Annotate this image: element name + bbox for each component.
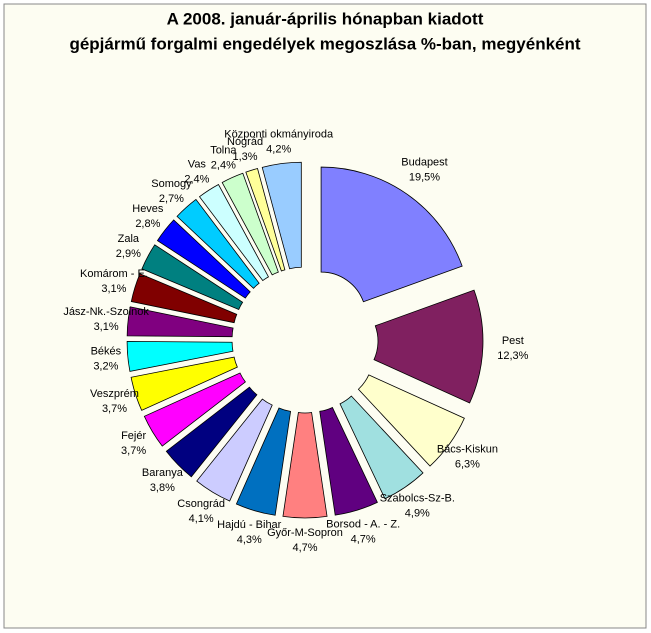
value-label: 3,7% <box>102 403 127 415</box>
pie-slice <box>165 386 258 478</box>
pie-slice <box>357 374 465 467</box>
chart-title: gépjármű forgalmi engedélyek megoszlása … <box>69 34 580 53</box>
pie-slice <box>126 306 234 338</box>
pie-slice <box>221 172 279 276</box>
value-label: 2,7% <box>159 193 184 205</box>
value-label: 3,1% <box>101 283 126 295</box>
slice-label: Veszprém <box>90 388 139 400</box>
pie-slice <box>156 219 251 299</box>
pie-slice <box>245 167 286 272</box>
slice-label: Komárom - E. <box>80 268 148 280</box>
pie-slice <box>319 406 378 516</box>
value-label: 4,7% <box>351 533 376 545</box>
slice-label: Vas <box>188 159 207 171</box>
pie-slice <box>126 341 234 372</box>
value-label: 4,2% <box>266 144 291 156</box>
value-label: 2,8% <box>135 218 160 230</box>
value-label: 3,8% <box>150 482 175 494</box>
slice-label: Nógrád <box>227 136 263 148</box>
slice-label: Központi okmányiroda <box>224 129 334 141</box>
slice-label: Tolna <box>210 144 237 156</box>
slice-label: Borsod - A. - Z. <box>326 518 400 530</box>
slice-label: Zala <box>118 233 140 245</box>
value-label: 12,3% <box>497 350 528 362</box>
pie-slice <box>130 356 238 411</box>
slice-label: Csongrád <box>177 498 225 510</box>
slice-label: Heves <box>132 203 164 215</box>
value-label: 4,7% <box>292 542 317 554</box>
chart-frame <box>3 3 647 629</box>
slice-label: Hajdú - Bihar <box>217 519 282 531</box>
value-label: 3,1% <box>94 321 119 333</box>
pie-slice <box>282 412 328 519</box>
slice-label: Fejér <box>121 430 146 442</box>
value-label: 3,2% <box>93 360 118 372</box>
pie-slice <box>141 244 244 310</box>
slice-label: Jász-Nk.-Szolnok <box>63 306 149 318</box>
slice-label: Baranya <box>142 467 184 479</box>
slice-label: Pest <box>502 335 524 347</box>
pie-slice <box>373 289 484 404</box>
pie-slice <box>320 166 463 303</box>
value-label: 2,4% <box>211 159 236 171</box>
value-label: 6,3% <box>455 459 480 471</box>
pie-slice <box>339 395 424 500</box>
pie-slice <box>261 161 302 270</box>
value-label: 2,4% <box>184 174 209 186</box>
value-label: 19,5% <box>409 172 440 184</box>
pie-slice <box>143 372 246 447</box>
pie-slice <box>176 198 260 289</box>
value-label: 4,1% <box>189 513 214 525</box>
value-label: 2,9% <box>116 248 141 260</box>
slice-label: Győr-M-Sopron <box>267 527 343 539</box>
slice-label: Szabolcs-Sz-B. <box>380 492 455 504</box>
value-label: 4,3% <box>237 534 262 546</box>
pie-slice <box>130 273 238 324</box>
slice-label: Budapest <box>401 157 447 169</box>
pie-slice <box>198 183 269 282</box>
chart-title: A 2008. január-április hónapban kiadott <box>167 9 484 28</box>
value-label: 1,3% <box>233 151 258 163</box>
value-label: 3,7% <box>121 445 146 457</box>
value-label: 4,9% <box>405 507 430 519</box>
slice-label: Békés <box>91 345 122 357</box>
slice-label: Somogy <box>151 178 192 190</box>
pie-slice <box>196 398 273 502</box>
pie-slice <box>235 407 292 516</box>
slice-label: Bács-Kiskun <box>437 444 498 456</box>
